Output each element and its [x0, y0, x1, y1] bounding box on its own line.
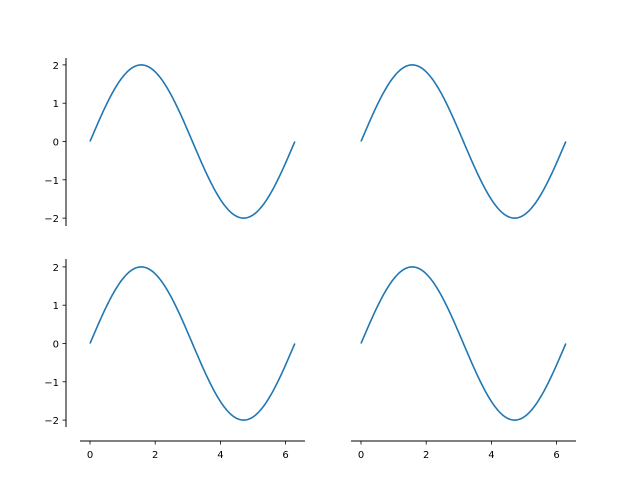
x-tick-label: 6 — [282, 450, 288, 461]
x-tick-label: 2 — [152, 450, 158, 461]
sine-line — [89, 64, 296, 219]
y-tick-label: −2 — [44, 214, 59, 225]
sine-line — [360, 64, 567, 219]
sine-line — [89, 266, 296, 421]
y-tick-label: 1 — [53, 99, 59, 110]
x-tick-label: 6 — [553, 450, 559, 461]
y-tick-label: 0 — [53, 340, 59, 351]
y-tick-label: 1 — [53, 301, 59, 312]
y-tick-label: −2 — [44, 416, 59, 427]
subplot-top-left: 2 1 0 −1 −2 — [44, 58, 296, 226]
x-tick-label: 0 — [358, 450, 364, 461]
y-tick-label: −1 — [44, 176, 59, 187]
y-tick-label: −1 — [44, 378, 59, 389]
x-tick-label: 0 — [87, 450, 93, 461]
y-tick-label: 2 — [53, 263, 59, 274]
y-tick-label: 0 — [53, 138, 59, 149]
x-tick-label: 2 — [423, 450, 429, 461]
sine-line — [360, 266, 567, 421]
subplot-bottom-left: 2 1 0 −1 −2 0 2 4 6 — [44, 259, 305, 461]
x-tick-label: 4 — [217, 450, 223, 461]
subplot-top-right — [360, 64, 567, 219]
x-tick-label: 4 — [488, 450, 494, 461]
y-tick-label: 2 — [53, 61, 59, 72]
subplot-bottom-right: 0 2 4 6 — [351, 266, 576, 461]
